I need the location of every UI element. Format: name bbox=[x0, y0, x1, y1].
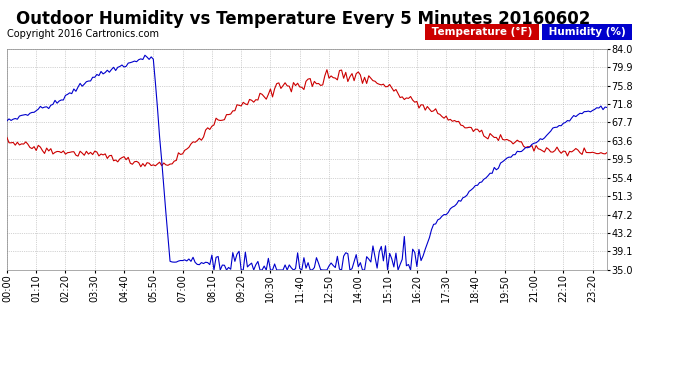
Text: Humidity (%): Humidity (%) bbox=[545, 27, 629, 37]
Text: Copyright 2016 Cartronics.com: Copyright 2016 Cartronics.com bbox=[7, 29, 159, 39]
Text: Outdoor Humidity vs Temperature Every 5 Minutes 20160602: Outdoor Humidity vs Temperature Every 5 … bbox=[17, 10, 591, 28]
Text: Temperature (°F): Temperature (°F) bbox=[428, 27, 536, 37]
